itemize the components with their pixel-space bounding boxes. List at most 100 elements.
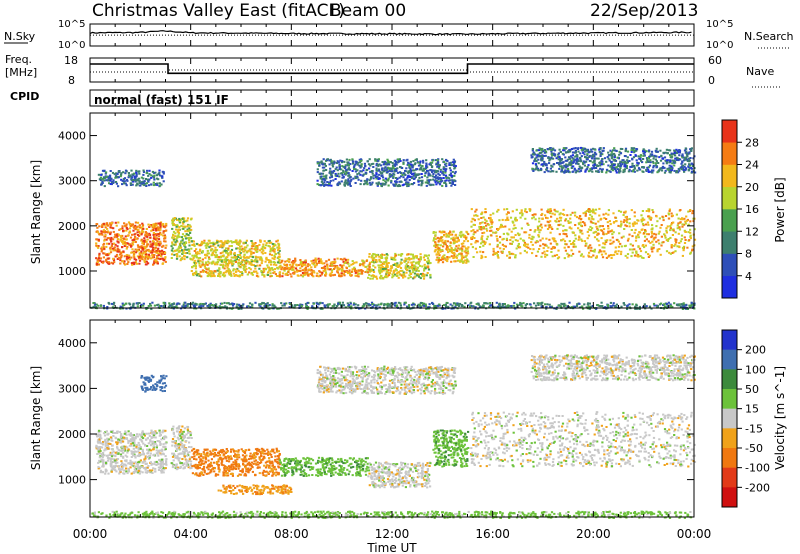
heatmap-cell <box>562 147 565 150</box>
heatmap-cell <box>322 169 325 172</box>
heatmap-cell <box>593 157 596 160</box>
heatmap-cell <box>460 235 463 238</box>
heatmap-cell <box>419 273 422 275</box>
heatmap-cell <box>509 216 513 219</box>
heatmap-cell <box>450 176 454 179</box>
heatmap-cell <box>262 243 265 246</box>
heatmap-cell <box>634 154 637 157</box>
heatmap-cell <box>486 235 489 238</box>
heatmap-cell <box>393 163 396 166</box>
heatmap-cell <box>430 169 433 172</box>
heatmap-cell <box>333 273 336 276</box>
heatmap-cell <box>594 230 598 233</box>
heatmap-cell <box>124 172 127 175</box>
heatmap-cell <box>318 172 321 175</box>
heatmap-cell <box>103 176 107 179</box>
heatmap-cell <box>232 241 235 243</box>
heatmap-cell <box>643 246 646 249</box>
heatmap-cell <box>499 235 502 238</box>
heatmap-cell <box>429 276 432 279</box>
heatmap-cell <box>368 269 371 272</box>
heatmap-cell <box>552 163 555 166</box>
heatmap-cell <box>444 239 447 242</box>
heatmap-cell <box>584 244 587 247</box>
heatmap-cell <box>372 253 375 255</box>
heatmap-cell <box>457 247 460 250</box>
heatmap-cell <box>303 263 306 266</box>
heatmap-cell <box>347 178 350 181</box>
heatmap-cell <box>112 257 115 260</box>
heatmap-cell <box>353 266 356 269</box>
heatmap-cell <box>550 226 553 229</box>
heatmap-cell <box>347 172 350 175</box>
heatmap-cell <box>414 176 417 179</box>
heatmap-cell <box>587 234 591 237</box>
heatmap-cell <box>642 224 645 227</box>
heatmap-cell <box>621 163 624 166</box>
heatmap-cell <box>602 228 606 231</box>
heatmap-cell <box>105 238 108 241</box>
heatmap-cell <box>510 230 513 233</box>
heatmap-cell <box>114 181 118 183</box>
heatmap-cell <box>272 249 275 252</box>
heatmap-cell <box>150 176 153 179</box>
heatmap-cell <box>514 254 517 257</box>
heatmap-cell <box>375 173 378 176</box>
heatmap-cell <box>492 250 495 253</box>
heatmap-cell <box>366 160 369 163</box>
heatmap-cell <box>254 301 257 304</box>
heatmap-cell <box>228 245 231 248</box>
heatmap-cell <box>178 243 182 245</box>
heatmap-cell <box>631 170 635 173</box>
heatmap-cell <box>620 250 623 253</box>
heatmap-cell <box>372 162 375 165</box>
heatmap-cell <box>244 241 247 244</box>
heatmap-cell <box>325 174 328 177</box>
heatmap-cell <box>573 159 576 162</box>
heatmap-cell <box>445 168 448 171</box>
heatmap-cell <box>132 229 135 232</box>
heatmap-cell <box>645 150 648 153</box>
heatmap-cell <box>334 172 337 175</box>
heatmap-cell <box>519 216 522 219</box>
heatmap-cell <box>273 243 276 246</box>
heatmap-cell <box>633 222 636 225</box>
heatmap-cell <box>322 158 325 161</box>
heatmap-cell <box>665 250 669 253</box>
heatmap-cell <box>387 177 390 180</box>
heatmap-cell <box>646 166 649 169</box>
heatmap-cell <box>145 185 148 187</box>
heatmap-cell <box>672 229 675 232</box>
heatmap-cell <box>398 185 401 187</box>
heatmap-cell <box>103 247 106 250</box>
heatmap-cell <box>109 183 112 185</box>
heatmap-cell <box>583 161 586 164</box>
heatmap-cell <box>450 247 453 249</box>
heatmap-cell <box>540 255 543 258</box>
heatmap-cell <box>144 257 147 260</box>
heatmap-cell <box>366 271 369 274</box>
heatmap-cell <box>425 159 428 162</box>
heatmap-cell <box>481 235 484 238</box>
heatmap-cell <box>631 222 635 225</box>
heatmap-cell <box>238 248 241 251</box>
heatmap-cell <box>370 176 373 179</box>
heatmap-cell <box>536 250 539 253</box>
heatmap-cell <box>421 169 424 172</box>
heatmap-cell <box>422 256 425 259</box>
heatmap-cell <box>120 172 123 175</box>
heatmap-cell <box>325 260 328 263</box>
heatmap-cell <box>594 148 597 151</box>
heatmap-cell <box>572 157 575 160</box>
heatmap-cell <box>596 170 599 173</box>
heatmap-cell <box>460 234 463 237</box>
heatmap-cell <box>274 261 277 264</box>
heatmap-cell <box>641 210 644 212</box>
heatmap-cell <box>375 259 378 261</box>
heatmap-cell <box>465 230 468 233</box>
heatmap-cell <box>279 265 282 268</box>
heatmap-cell <box>503 208 506 211</box>
heatmap-cell <box>138 180 141 183</box>
heatmap-cell <box>95 242 98 245</box>
heatmap-cell <box>270 275 273 277</box>
